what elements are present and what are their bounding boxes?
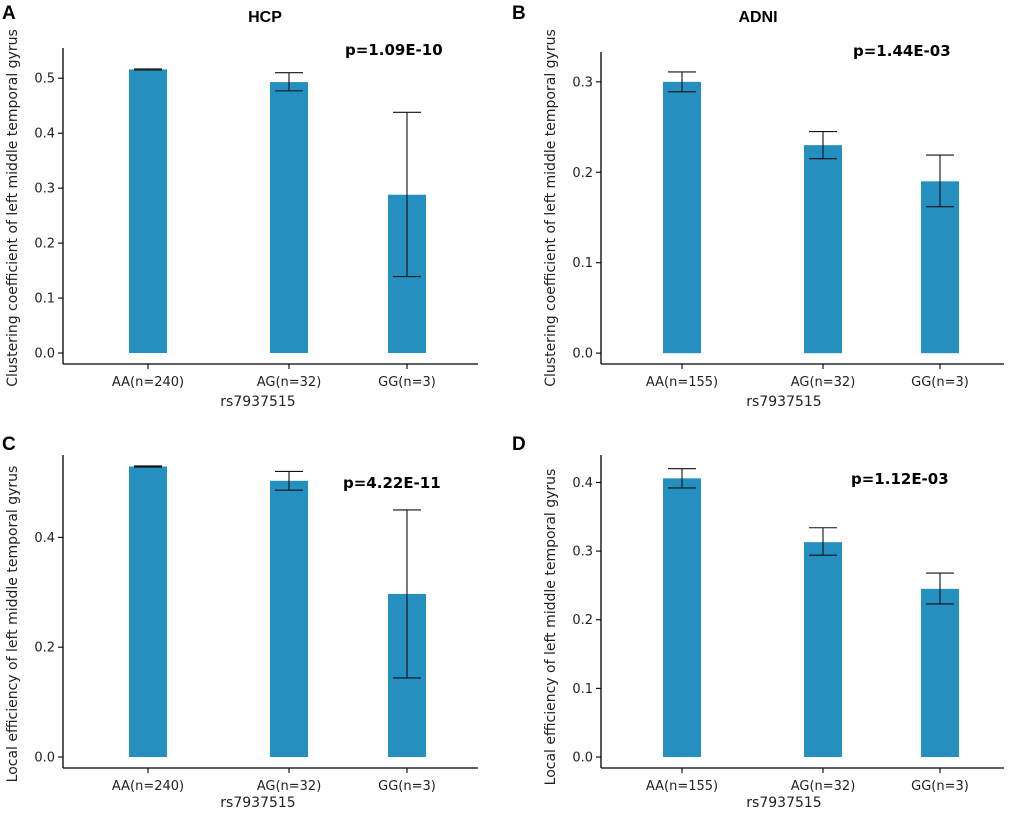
panel-d-x-axis-title: rs7937515 — [746, 795, 821, 811]
panel-a-y-tick-label-1: 0.1 — [34, 292, 55, 307]
panel-b-p-value: p=1.44E-03 — [853, 42, 951, 60]
panel-b: B ADNI p=1.44E-03 Clustering coefficient… — [512, 3, 1004, 410]
panel-a: A HCP p=1.09E-10 Clustering coefficient … — [2, 3, 478, 410]
panel-c-x-tick-label-2: AG(n=32) — [257, 779, 322, 794]
panel-d-x-tick-label-1: AA(n=155) — [646, 779, 718, 794]
panel-d-x-tick-label-2: AG(n=32) — [791, 779, 856, 794]
panel-b-y-tick-label-3: 0.3 — [572, 75, 593, 90]
panel-c-x-tick-label-1: AA(n=240) — [112, 779, 184, 794]
panel-a-x-tick-label-3: GG(n=3) — [378, 375, 436, 390]
panel-a-y-tick-label-2: 0.2 — [34, 237, 55, 252]
panel-a-y-tick-label-4: 0.4 — [34, 127, 55, 142]
panel-d-y-tick-label-1: 0.1 — [572, 682, 593, 697]
panel-c-x-axis-title: rs7937515 — [220, 795, 295, 811]
panel-d-bar-1 — [663, 478, 701, 758]
panel-c-y-tick-label-2: 0.4 — [34, 531, 55, 546]
panel-d-y-tick-label-0: 0.0 — [572, 751, 593, 766]
panel-a-bar-1 — [129, 69, 167, 354]
panel-letter-b: B — [512, 3, 526, 24]
panel-d-plot: 0.0 0.1 0.2 0.3 0.4 AA(n=155) AG(n=32) GG(n=3) — [572, 455, 1004, 794]
panel-b-x-tick-label-1: AA(n=155) — [646, 375, 718, 390]
panel-c-y-tick-label-1: 0.2 — [34, 641, 55, 656]
panel-d-bar-2 — [804, 542, 842, 758]
panel-b-x-tick-label-2: AG(n=32) — [791, 375, 856, 390]
panel-d-y-tick-label-3: 0.3 — [572, 545, 593, 560]
panel-a-y-tick-label-0: 0.0 — [34, 347, 55, 362]
panel-c-bar-1 — [129, 466, 167, 758]
panel-c-x-tick-label-3: GG(n=3) — [378, 779, 436, 794]
panel-b-y-tick-label-1: 0.1 — [572, 256, 593, 271]
panel-b-plot: 0.0 0.1 0.2 0.3 AA(n=155) AG(n=32) GG(n=3) — [572, 52, 1004, 390]
panel-b-bar-3 — [921, 181, 959, 354]
panel-letter-a: A — [2, 3, 16, 24]
panel-c-y-tick-label-0: 0.0 — [34, 751, 55, 766]
panel-a-y-axis-title: Clustering coefficient of left middle te… — [5, 29, 21, 387]
panel-b-y-axis-title: Clustering coefficient of left middle te… — [543, 29, 559, 387]
panel-d-y-tick-label-2: 0.2 — [572, 613, 593, 628]
panel-a-plot: 0.0 0.1 0.2 0.3 0.4 0.5 AA(n=240) AG(n=32) GG(n=… — [34, 48, 478, 390]
panel-a-title: HCP — [248, 9, 282, 26]
panel-c-p-value: p=4.22E-11 — [343, 474, 441, 492]
panel-a-x-tick-label-1: AA(n=240) — [112, 375, 184, 390]
panel-c-bar-2 — [270, 480, 308, 758]
panel-d-y-tick-label-4: 0.4 — [572, 476, 593, 491]
panel-b-bar-2 — [804, 145, 842, 354]
panel-a-p-value: p=1.09E-10 — [345, 41, 443, 59]
panel-b-bar-1 — [663, 81, 701, 354]
panel-c-plot: 0.0 0.2 0.4 AA(n=240) AG(n=32) GG(n=3) — [34, 455, 478, 794]
panel-d-x-tick-label-3: GG(n=3) — [911, 779, 969, 794]
panel-letter-c: C — [2, 434, 16, 455]
panel-c: C p=4.22E-11 Local efficiency of left mi… — [2, 434, 478, 811]
panel-d-y-axis-title: Local efficiency of left middle temporal… — [543, 469, 559, 786]
panel-c-y-axis-title: Local efficiency of left middle temporal… — [5, 466, 21, 783]
panel-d-bar-3 — [921, 588, 959, 758]
panel-d: D p=1.12E-03 Local efficiency of left mi… — [512, 434, 1004, 811]
panel-a-x-tick-label-2: AG(n=32) — [257, 375, 322, 390]
panel-d-p-value: p=1.12E-03 — [851, 470, 949, 488]
panel-b-x-axis-title: rs7937515 — [746, 394, 821, 410]
panel-letter-d: D — [512, 434, 526, 455]
panel-a-y-tick-label-5: 0.5 — [34, 72, 55, 87]
panel-b-y-tick-label-0: 0.0 — [572, 347, 593, 362]
panel-a-y-tick-label-3: 0.3 — [34, 182, 55, 197]
panel-b-x-tick-label-3: GG(n=3) — [911, 375, 969, 390]
panel-b-title: ADNI — [738, 9, 777, 26]
panel-b-y-tick-label-2: 0.2 — [572, 166, 593, 181]
panel-a-x-axis-title: rs7937515 — [220, 394, 295, 410]
panel-a-bar-2 — [270, 82, 308, 354]
